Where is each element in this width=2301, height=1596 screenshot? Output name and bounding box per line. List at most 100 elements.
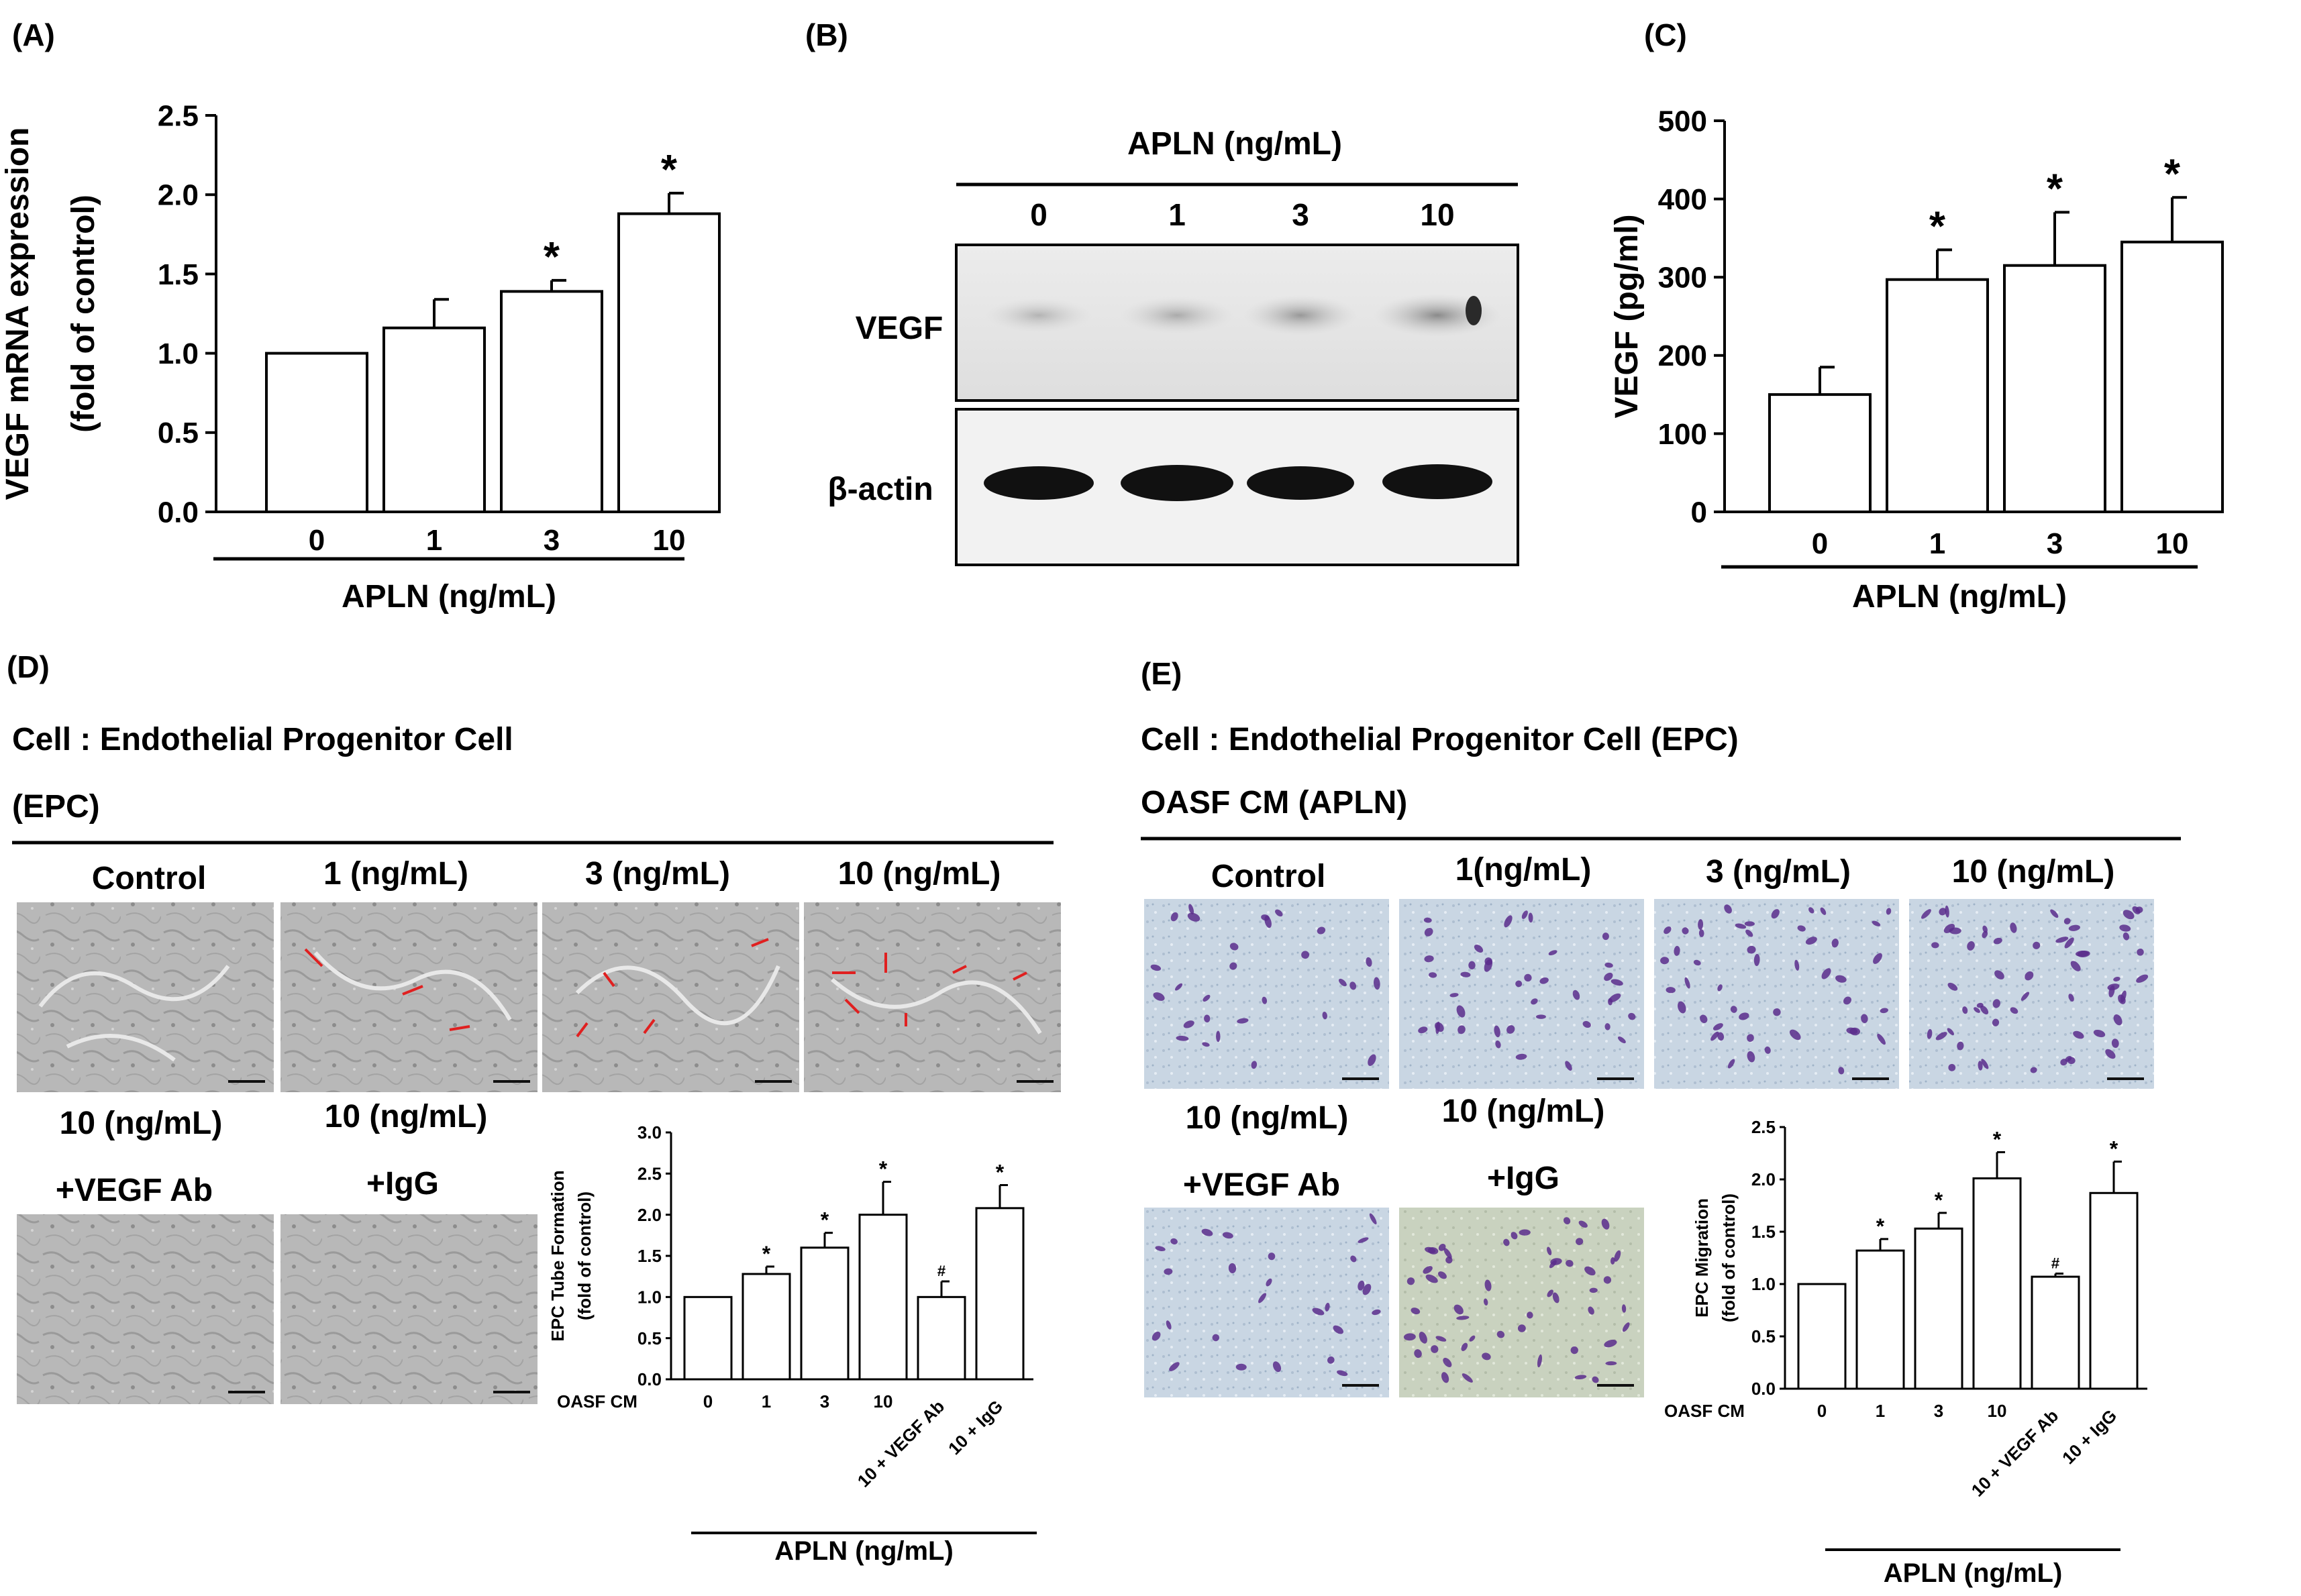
significance-marker: # (2051, 1255, 2060, 1271)
x-tick-label: 10 (1988, 1401, 2007, 1421)
migrated-cell (1578, 1220, 1588, 1228)
migrated-cell (1872, 920, 1881, 926)
y-tick-label: 0.0 (1751, 1379, 1776, 1399)
vegf-band (985, 298, 1092, 333)
panel-e-cell-subtitle: OASF CM (APLN) (1141, 785, 1407, 820)
migrated-cell (1603, 1276, 1612, 1284)
significance-marker: * (2110, 1136, 2118, 1161)
chart-c: 0 100 200 300 400 500 0 * 1 * 3 * 10 APLN (ng/mL) VEGF… (1609, 105, 2224, 615)
lower-label-igg-line2: +IgG (366, 1166, 439, 1202)
migrated-cell (1660, 957, 1670, 965)
x-axis-label: APLN (ng/mL) (774, 1536, 954, 1566)
x-tick-label: 3 (820, 1391, 829, 1412)
migrated-cell (1228, 1263, 1237, 1273)
y-tick-label: 2.0 (637, 1205, 662, 1225)
migrated-cell (2021, 992, 2030, 1001)
migrated-cell (1414, 1349, 1422, 1359)
migrated-cell (1494, 1025, 1500, 1038)
migrated-cell (1843, 996, 1851, 1005)
migrated-cell (1537, 1354, 1542, 1368)
y-axis-label: EPC Tube Formation (548, 1170, 568, 1341)
migrated-cell (1566, 1259, 1574, 1267)
y-tick-label: 100 (1658, 418, 1707, 451)
y-tick-label: 1.0 (1751, 1274, 1776, 1294)
bar (2003, 264, 2106, 513)
migrated-cell (1582, 1020, 1591, 1028)
migrated-cell (1337, 1370, 1348, 1377)
migrated-cell (1789, 1029, 1801, 1041)
x-tick-label: 1 (1929, 527, 1945, 560)
migrated-cell (1712, 1023, 1723, 1030)
migrated-cell (1994, 970, 2004, 979)
bar (1914, 1227, 1963, 1390)
y-tick-label: 500 (1658, 105, 1707, 138)
migrated-cell (1423, 1266, 1433, 1274)
migrated-cell (1935, 1032, 1947, 1041)
migrated-cell (1164, 1268, 1173, 1275)
migrated-cell (1424, 928, 1433, 937)
bar (683, 1295, 733, 1381)
migrated-cell (1266, 1278, 1272, 1287)
migrated-cell (1229, 943, 1239, 951)
migrated-cell (1698, 919, 1704, 930)
migrated-cell (1621, 1304, 1627, 1313)
significance-marker: * (661, 147, 678, 193)
bar (617, 212, 721, 513)
migrated-cell (1187, 912, 1200, 922)
migrated-cell (1664, 926, 1672, 935)
bar (1855, 1249, 1905, 1390)
migrated-cell (1268, 1253, 1276, 1261)
panel-letter-e: (E) (1141, 656, 1182, 691)
migrated-cell (1727, 1059, 1735, 1069)
migrated-cell (1358, 1280, 1365, 1291)
migrated-cell (2060, 1059, 2067, 1066)
blot-dose: 1 (1168, 197, 1186, 232)
migrated-cell (1717, 984, 1723, 992)
migrated-cell (1565, 1061, 1572, 1071)
migrated-cell (1468, 961, 1476, 969)
migrated-cell (1962, 1006, 1968, 1014)
y-tick-label: 2.5 (1751, 1117, 1776, 1137)
migrated-cell (1425, 1246, 1436, 1254)
vegf-band-spot (1466, 296, 1482, 325)
migrated-cell (1820, 907, 1827, 915)
migrated-cell (1474, 944, 1484, 953)
lower-label-vegf-ab-line2: +VEGF Ab (56, 1173, 213, 1208)
migrated-cell (1374, 977, 1380, 990)
y-tick-label: 300 (1658, 262, 1707, 295)
migrated-cell (1204, 1014, 1211, 1023)
lower-label-igg-line1: 10 (ng/mL) (1442, 1094, 1605, 1129)
micrograph-3 (1654, 899, 1899, 1089)
migrated-cell (1693, 959, 1701, 966)
bar (500, 290, 603, 513)
x-tick-label: 10 + VEGF Ab (854, 1396, 949, 1491)
migrated-cell (2050, 909, 2059, 918)
vegf-band (1374, 294, 1501, 337)
migrated-cell (1552, 1292, 1559, 1304)
migrated-cell (1366, 957, 1372, 967)
migrated-cell (1327, 1356, 1335, 1364)
bar (265, 352, 368, 513)
migrated-cell (1441, 1372, 1449, 1383)
significance-marker: * (1993, 1127, 2002, 1151)
migrated-cell (2093, 1029, 2106, 1038)
x-tick-label: 3 (544, 524, 560, 557)
migrated-cell (1170, 912, 1178, 922)
migrated-cell (1628, 1012, 1636, 1020)
actin-band (1247, 466, 1354, 500)
migrated-cell (1724, 904, 1732, 914)
migrated-cell (1325, 1302, 1330, 1312)
migrated-cell (1604, 1023, 1610, 1030)
migrated-cell (1437, 1271, 1447, 1279)
migrated-cell (1201, 1228, 1213, 1236)
migrated-cell (1166, 1320, 1172, 1330)
migrated-cell (1524, 973, 1532, 982)
migrated-cell (1425, 1274, 1438, 1283)
y-axis-label-2: (fold of control) (1719, 1193, 1739, 1322)
micrograph-vegf-ab (1144, 1208, 1389, 1397)
migrated-cell (1684, 977, 1690, 989)
migrated-cell (1469, 1335, 1476, 1342)
x-tick-label: 10 + IgG (2058, 1405, 2120, 1468)
migrated-cell (1773, 1008, 1781, 1016)
migrated-cell (1338, 978, 1347, 987)
